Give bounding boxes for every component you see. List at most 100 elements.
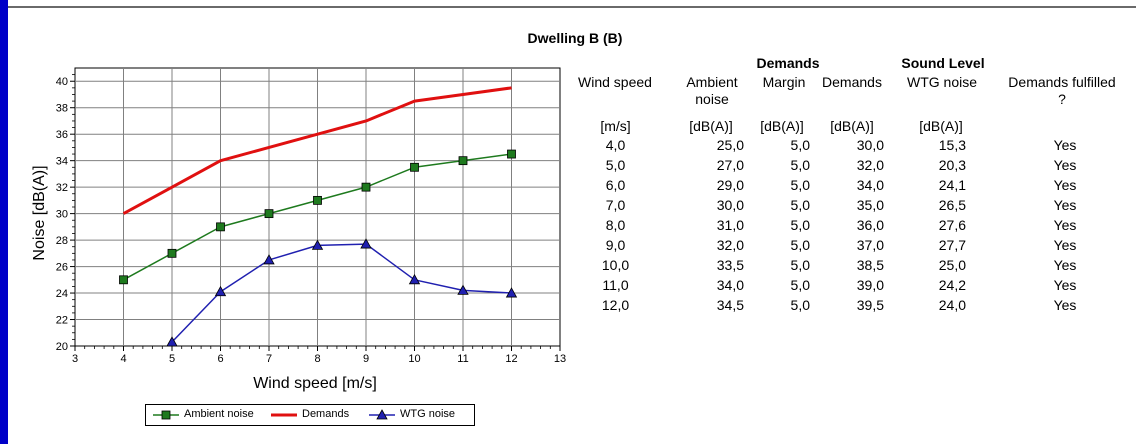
legend-ambient-label: Ambient noise bbox=[184, 408, 254, 420]
point-ambient-noise bbox=[264, 209, 274, 219]
series-line-demands bbox=[122, 86, 512, 215]
header-ambient-line1: Ambient bbox=[686, 74, 738, 90]
cell-wtg: 15,3 bbox=[938, 137, 966, 153]
cell-margin: 5,0 bbox=[790, 217, 810, 233]
cell-wtg: 26,5 bbox=[938, 197, 966, 213]
point-ambient-noise bbox=[167, 248, 177, 258]
cell-ambient: 27,0 bbox=[716, 157, 744, 173]
cell-margin: 5,0 bbox=[790, 277, 810, 293]
x-tick-label: 9 bbox=[363, 353, 369, 365]
header-fulfilled-line1: Demands fulfilled bbox=[1008, 74, 1116, 90]
x-tick-label: 5 bbox=[169, 353, 175, 365]
unit-wind-speed: [m/s] bbox=[600, 118, 631, 134]
cell-margin: 5,0 bbox=[790, 177, 810, 193]
header-wtg-noise: WTG noise bbox=[906, 74, 977, 90]
y-tick-label: 36 bbox=[56, 129, 68, 141]
point-wtg-noise bbox=[214, 285, 227, 297]
point-ambient-noise bbox=[313, 195, 322, 205]
cell-fulfilled: Yes bbox=[1053, 157, 1077, 173]
cell-wind-speed: 8,0 bbox=[605, 217, 626, 233]
cell-ambient: 25,0 bbox=[716, 137, 744, 153]
cell-wtg: 27,6 bbox=[938, 217, 966, 233]
cell-ambient: 30,0 bbox=[716, 197, 744, 213]
cell-wind-speed: 5,0 bbox=[605, 157, 626, 173]
legend-demands-label: Demands bbox=[302, 408, 350, 420]
cell-fulfilled: Yes bbox=[1053, 197, 1077, 213]
x-axis-label: Wind speed [m/s] bbox=[253, 375, 377, 392]
y-tick-label: 22 bbox=[56, 315, 68, 327]
x-tick-label: 10 bbox=[408, 353, 420, 365]
legend-wtg-symbol bbox=[369, 409, 395, 420]
series-line-wtg-noise bbox=[171, 243, 512, 343]
cell-fulfilled: Yes bbox=[1053, 237, 1077, 253]
cell-demands: 37,0 bbox=[856, 237, 884, 253]
cell-ambient: 29,0 bbox=[716, 177, 744, 193]
legend-demands-symbol bbox=[271, 413, 297, 417]
cell-wtg: 24,1 bbox=[938, 177, 966, 193]
cell-wtg: 24,0 bbox=[938, 297, 966, 313]
chart-legend: Ambient noise Demands WTG noise bbox=[145, 404, 475, 426]
cell-margin: 5,0 bbox=[790, 257, 810, 273]
legend-ambient-symbol bbox=[153, 410, 179, 420]
cell-fulfilled: Yes bbox=[1053, 217, 1077, 233]
point-wtg-noise bbox=[457, 284, 469, 295]
chart-series bbox=[119, 86, 518, 347]
chart-grid bbox=[74, 67, 561, 347]
cell-demands: 35,0 bbox=[856, 197, 884, 213]
y-tick-label: 28 bbox=[56, 235, 68, 247]
cell-demands: 38,5 bbox=[856, 257, 884, 273]
point-ambient-noise bbox=[507, 149, 516, 159]
cell-fulfilled: Yes bbox=[1053, 277, 1077, 293]
x-tick-label: 7 bbox=[266, 353, 272, 365]
cell-wind-speed: 6,0 bbox=[605, 177, 626, 193]
cell-margin: 5,0 bbox=[790, 157, 810, 173]
x-tick-label: 4 bbox=[120, 353, 126, 365]
y-tick-label: 34 bbox=[56, 156, 68, 168]
cell-ambient: 31,0 bbox=[716, 217, 744, 233]
cell-wind-speed: 11,0 bbox=[602, 277, 629, 293]
y-tick-label: 26 bbox=[56, 262, 68, 274]
x-tick-label: 6 bbox=[217, 353, 223, 365]
x-tick-label: 3 bbox=[72, 353, 78, 365]
y-tick-label: 20 bbox=[56, 341, 68, 353]
cell-wind-speed: 4,0 bbox=[605, 137, 626, 153]
point-wtg-noise bbox=[408, 273, 421, 285]
cell-margin: 5,0 bbox=[790, 237, 810, 253]
cell-wind-speed: 9,0 bbox=[605, 237, 626, 253]
cell-fulfilled: Yes bbox=[1053, 137, 1077, 153]
cell-margin: 5,0 bbox=[790, 137, 810, 153]
cell-margin: 5,0 bbox=[790, 297, 810, 313]
group-header-demands: Demands bbox=[756, 55, 820, 71]
x-tick-label: 8 bbox=[314, 353, 320, 365]
header-margin: Margin bbox=[762, 74, 806, 90]
cell-demands: 30,0 bbox=[856, 137, 884, 153]
x-tick-label: 11 bbox=[457, 353, 468, 365]
cell-demands: 36,0 bbox=[856, 217, 884, 233]
chart-title: Dwelling B (B) bbox=[527, 30, 623, 46]
unit-ambient: [dB(A)] bbox=[689, 118, 733, 134]
y-tick-label: 24 bbox=[56, 288, 68, 300]
y-tick-label: 32 bbox=[56, 182, 68, 194]
cell-fulfilled: Yes bbox=[1053, 297, 1077, 313]
cell-ambient: 34,5 bbox=[716, 297, 744, 313]
cell-wtg: 27,7 bbox=[938, 237, 966, 253]
point-ambient-noise bbox=[361, 182, 371, 192]
cell-wind-speed: 7,0 bbox=[605, 197, 626, 213]
cell-demands: 39,5 bbox=[856, 297, 884, 313]
unit-demands: [dB(A)] bbox=[830, 118, 874, 134]
unit-wtg: [dB(A)] bbox=[919, 118, 963, 134]
point-wtg-noise bbox=[311, 239, 324, 250]
cell-demands: 32,0 bbox=[856, 157, 884, 173]
left-frame-bar bbox=[0, 0, 8, 444]
cell-wtg: 25,0 bbox=[938, 257, 966, 273]
point-wtg-noise bbox=[166, 336, 178, 347]
cell-margin: 5,0 bbox=[790, 197, 810, 213]
group-header-sound-level: Sound Level bbox=[901, 55, 985, 71]
cell-fulfilled: Yes bbox=[1053, 177, 1077, 193]
point-ambient-noise bbox=[216, 222, 225, 232]
header-wind-speed: Wind speed bbox=[578, 74, 652, 90]
header-demands: Demands bbox=[822, 74, 882, 90]
cell-wtg: 24,2 bbox=[938, 277, 966, 293]
cell-ambient: 34,0 bbox=[716, 277, 744, 293]
